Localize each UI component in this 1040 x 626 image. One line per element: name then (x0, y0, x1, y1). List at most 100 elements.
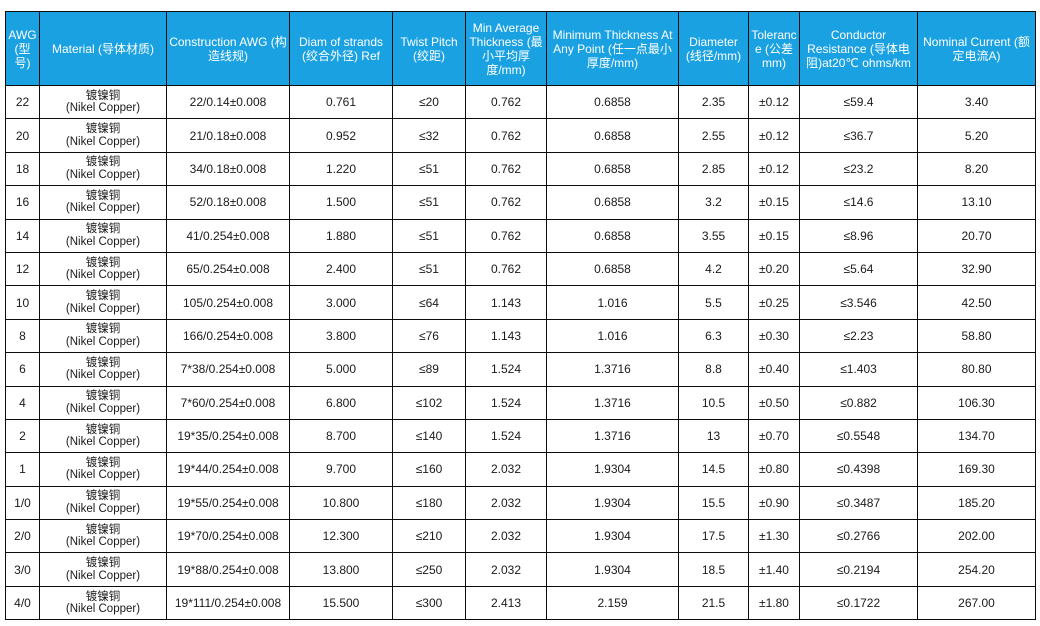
cell-strand-diam: 3.000 (289, 285, 393, 320)
cell-min-thickness: 1.016 (546, 285, 679, 320)
cell-resistance: ≤0.3487 (799, 485, 918, 521)
cell-construction: 19*35/0.254±0.008 (166, 418, 290, 454)
cell-tolerance: ±0.90 (748, 485, 800, 521)
cell-min-avg-thickness: 0.762 (465, 218, 547, 253)
column-header-label: Construction AWG (169, 34, 268, 49)
material-en: (Nikel Copper) (65, 168, 141, 181)
column-header-sublabel: (型号) (14, 41, 31, 70)
cell-diameter: 6.3 (678, 318, 749, 354)
material-en: (Nikel Copper) (65, 436, 141, 449)
material-cn: 镀镍铜 (85, 189, 121, 202)
material-en: (Nikel Copper) (65, 135, 141, 148)
cell-resistance: ≤8.96 (799, 218, 918, 253)
column-header-sublabel: (导体电阻)at20℃ ohms/km (806, 41, 911, 70)
cell-diameter: 10.5 (678, 385, 749, 420)
cell-strand-diam: 1.500 (289, 185, 393, 220)
cell-awg: 12 (5, 251, 40, 287)
material-en: (Nikel Copper) (65, 235, 141, 248)
material-cn: 镀镍铜 (85, 323, 121, 336)
cell-awg: 8 (5, 318, 40, 354)
cell-tolerance: ±0.30 (748, 318, 800, 354)
cell-min-avg-thickness: 0.762 (465, 185, 547, 220)
header-row: AWG (型号) Material (导体材质) Construction AWG … (5, 11, 1036, 86)
cell-twist-pitch: ≤51 (392, 218, 466, 253)
column-header-sublabel: (公差mm) (762, 41, 794, 70)
cell-construction: 7*60/0.254±0.008 (166, 385, 290, 420)
table-row: 1 镀镍铜 (Nikel Copper) 19*44/0.254±0.008 9.700… (5, 452, 1036, 487)
cell-awg: 6 (5, 352, 40, 387)
material-cn: 镀镍铜 (85, 390, 121, 403)
material-cn: 镀镍铜 (85, 356, 121, 369)
cell-min-avg-thickness: 0.762 (465, 251, 547, 287)
cell-diameter: 21.5 (678, 585, 749, 621)
cell-resistance: ≤0.4398 (799, 452, 918, 487)
cell-resistance: ≤23.2 (799, 151, 918, 187)
cell-twist-pitch: ≤180 (392, 485, 466, 521)
cell-construction: 65/0.254±0.008 (166, 251, 290, 287)
table-row: 12 镀镍铜 (Nikel Copper) 65/0.254±0.008 2.400 ≤5… (5, 251, 1036, 287)
cell-diameter: 13 (678, 418, 749, 454)
cell-construction: 19*88/0.254±0.008 (166, 552, 290, 587)
table-row: 4/0 镀镍铜 (Nikel Copper) 19*111/0.254±0.008 15… (5, 585, 1036, 621)
column-header-diameter: Diameter (线径/mm) (678, 11, 749, 86)
cell-resistance: ≤2.23 (799, 318, 918, 354)
column-header-sublabel: (线径/mm) (685, 48, 742, 63)
cell-resistance: ≤36.7 (799, 118, 918, 153)
cell-twist-pitch: ≤76 (392, 318, 466, 354)
cell-diameter: 18.5 (678, 552, 749, 587)
cell-tolerance: ±0.12 (748, 118, 800, 153)
cell-resistance: ≤0.5548 (799, 418, 918, 454)
cell-material: 镀镍铜 (Nikel Copper) (39, 84, 167, 120)
cell-min-avg-thickness: 2.032 (465, 519, 547, 554)
column-header-resistance: Conductor Resistance (导体电阻)at20℃ ohms/km (799, 11, 918, 86)
cell-tolerance: ±0.12 (748, 84, 800, 120)
cell-min-thickness: 0.6858 (546, 118, 679, 153)
table-row: 18 镀镍铜 (Nikel Copper) 34/0.18±0.008 1.220 ≤51… (5, 151, 1036, 187)
material-cn: 镀镍铜 (85, 256, 121, 269)
spec-table-container: AWG (型号) Material (导体材质) Construction AWG … (5, 11, 1036, 621)
table-row: 4 镀镍铜 (Nikel Copper) 7*60/0.254±0.008 6.800 ≤… (5, 385, 1036, 420)
cell-tolerance: ±1.80 (748, 585, 800, 621)
cell-strand-diam: 6.800 (289, 385, 393, 420)
column-header-label: Diameter (689, 34, 738, 49)
cell-min-avg-thickness: 0.762 (465, 118, 547, 153)
cell-diameter: 17.5 (678, 519, 749, 554)
cell-min-avg-thickness: 1.524 (465, 385, 547, 420)
column-header-label: Nominal Current (923, 34, 1011, 49)
column-header-current: Nominal Current (额定电流A) (917, 11, 1036, 86)
cell-construction: 19*70/0.254±0.008 (166, 519, 290, 554)
cell-diameter: 3.55 (678, 218, 749, 253)
cell-material: 镀镍铜 (Nikel Copper) (39, 585, 167, 621)
cell-construction: 34/0.18±0.008 (166, 151, 290, 187)
cell-diameter: 5.5 (678, 285, 749, 320)
cell-diameter: 3.2 (678, 185, 749, 220)
cell-resistance: ≤5.64 (799, 251, 918, 287)
cell-current: 106.30 (917, 385, 1036, 420)
cell-resistance: ≤1.403 (799, 352, 918, 387)
material-cn: 镀镍铜 (85, 290, 121, 303)
cell-strand-diam: 5.000 (289, 352, 393, 387)
cell-min-thickness: 0.6858 (546, 218, 679, 253)
cell-tolerance: ±0.12 (748, 151, 800, 187)
cell-tolerance: ±0.15 (748, 218, 800, 253)
cell-diameter: 2.55 (678, 118, 749, 153)
material-cn: 镀镍铜 (85, 156, 121, 169)
table-body: 22 镀镍铜 (Nikel Copper) 22/0.14±0.008 0.761 ≤20… (5, 84, 1036, 621)
material-cn: 镀镍铜 (85, 557, 121, 570)
cell-diameter: 4.2 (678, 251, 749, 287)
cell-awg: 16 (5, 185, 40, 220)
column-header-sublabel: (绞合外径) Ref (301, 48, 380, 63)
material-cn: 镀镍铜 (85, 89, 121, 102)
cell-min-avg-thickness: 2.032 (465, 485, 547, 521)
cell-current: 3.40 (917, 84, 1036, 120)
cell-twist-pitch: ≤20 (392, 84, 466, 120)
cell-construction: 19*111/0.254±0.008 (166, 585, 290, 621)
cell-twist-pitch: ≤32 (392, 118, 466, 153)
material-cn: 镀镍铜 (85, 423, 121, 436)
cell-twist-pitch: ≤89 (392, 352, 466, 387)
cell-strand-diam: 13.800 (289, 552, 393, 587)
column-header-sublabel: (绞距) (413, 48, 445, 63)
cell-twist-pitch: ≤51 (392, 185, 466, 220)
column-header-label: Min Average Thickness (469, 20, 540, 49)
cell-current: 13.10 (917, 185, 1036, 220)
